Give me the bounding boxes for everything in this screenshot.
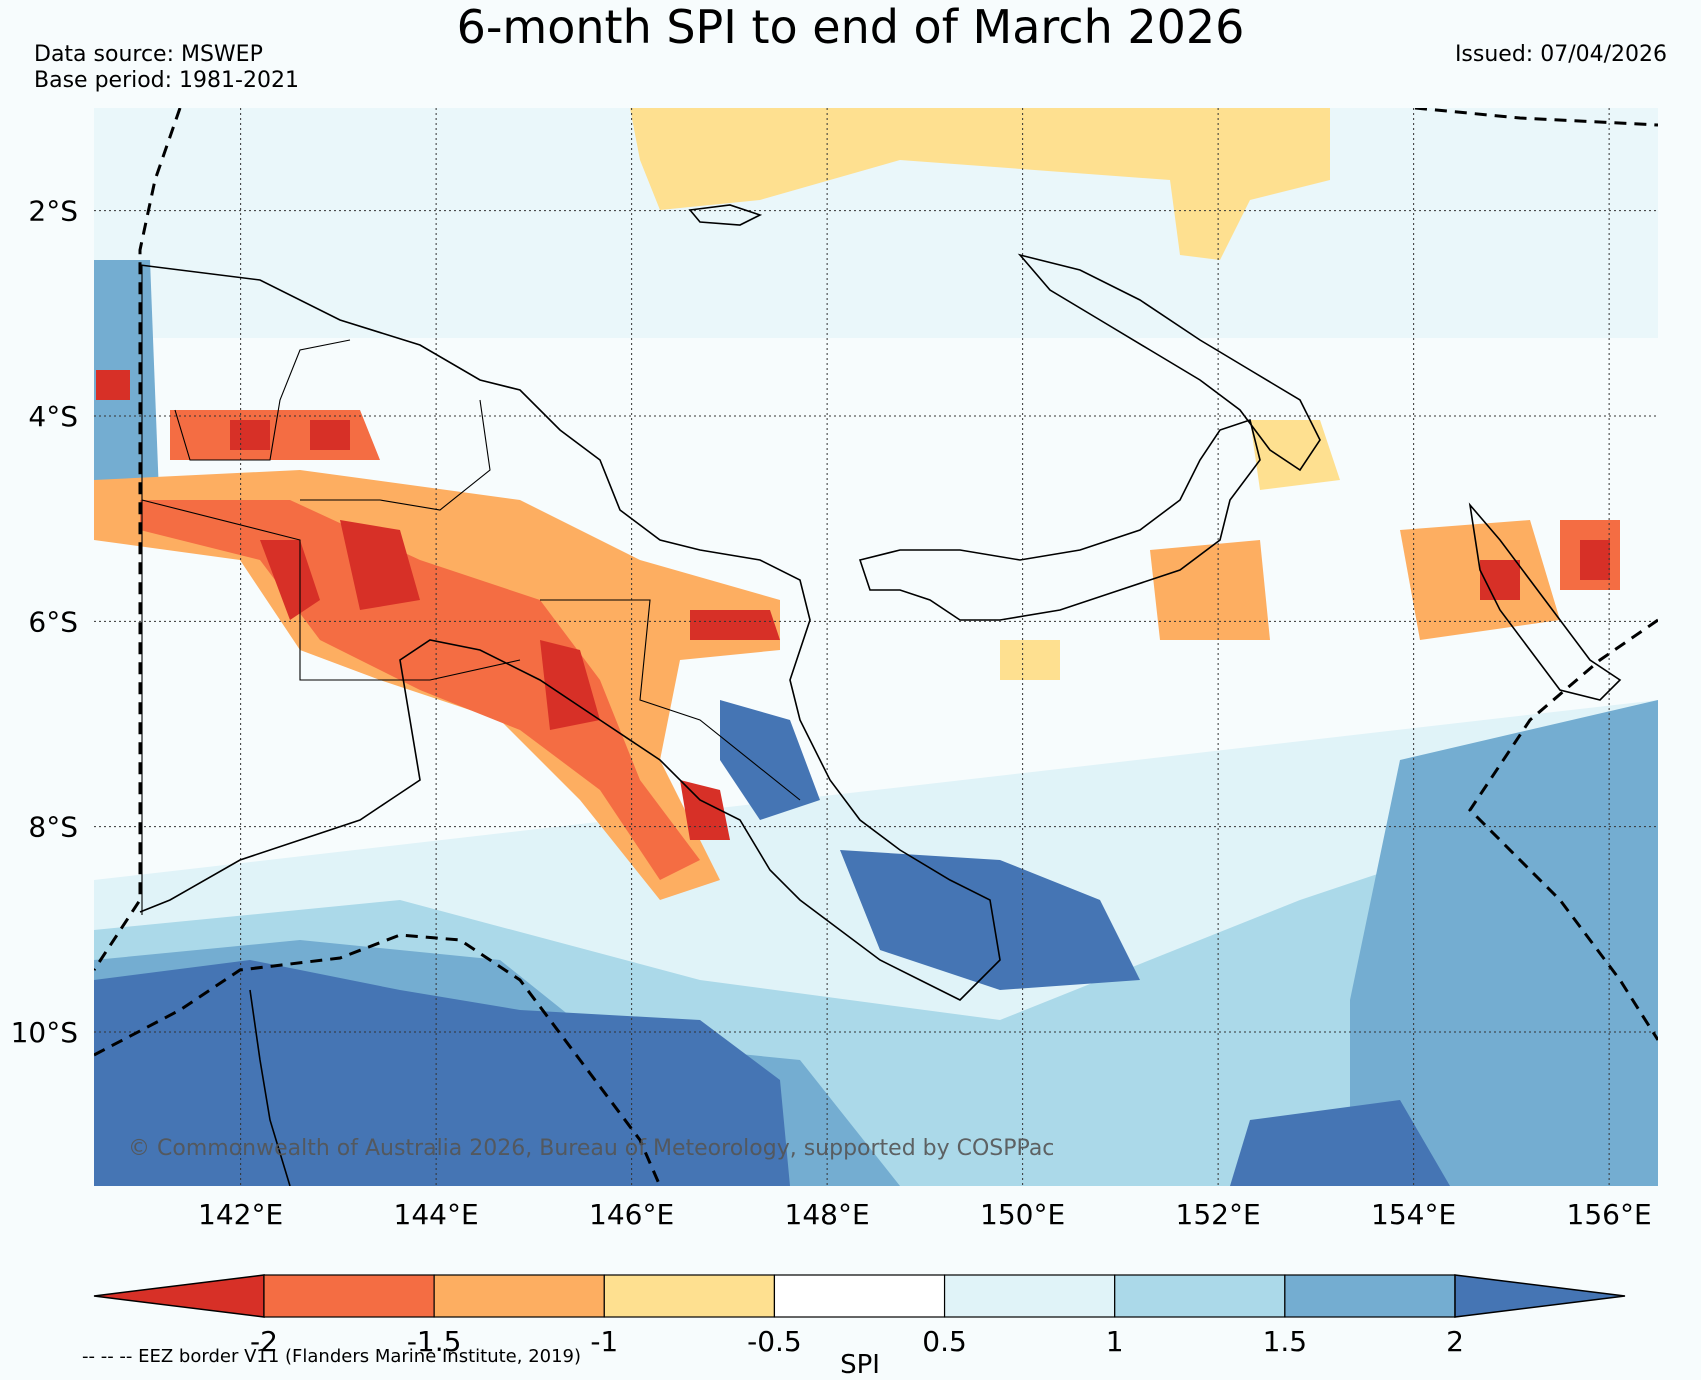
lon-tick-label: 150°E [980,1198,1065,1231]
lon-tick-labels: 142°E 144°E 146°E 148°E 150°E 152°E 154°E 156°E [198,1198,1652,1231]
spi-zone-extreme-dry-strip [96,370,350,450]
lon-tick-label: 152°E [1176,1198,1261,1231]
colorbar-tick-label: 1 [1106,1325,1124,1358]
eez-layer [94,108,1658,1186]
lon-tick-label: 154°E [1371,1198,1456,1231]
new-ireland-coastline [1017,253,1321,472]
lat-tick-label: 2°S [28,195,78,228]
lon-tick-label: 146°E [589,1198,674,1231]
coastline-layer [139,204,1622,1186]
spi-zone-very-dry-west [140,500,700,880]
province-border-2 [174,339,351,461]
spi-zone-extreme-dry-west [260,520,780,840]
spi-zone-dry-east-4 [1250,420,1340,490]
lat-tick-label: 10°S [11,1016,78,1049]
colorbar-bin [773,1274,946,1318]
spi-zone-very-dry-east [1480,540,1610,600]
colorbar-max-extend [1454,1274,1626,1318]
cape-york-coastline [249,989,291,1186]
colorbar-bin [943,1274,1116,1318]
png-mainland-coastline [139,264,1001,1001]
colorbar-tick-label: -1.5 [407,1325,462,1358]
lon-tick-label: 142°E [198,1198,283,1231]
base-period-text: Base period: 1981-2021 [34,68,299,93]
colorbar-tick-label: 2 [1446,1325,1464,1358]
colorbar-tick-label: -0.5 [747,1325,802,1358]
colorbar: -2 -1.5 -1 -0.5 0.5 1 1.5 2 [93,1274,1626,1358]
colorbar-bin [1114,1274,1286,1318]
lat-tick-label: 4°S [28,400,78,433]
copyright-credit: © Commonwealth of Australia 2026, Bureau… [128,1136,1055,1161]
spi-zone-dry-east-5 [1000,640,1060,680]
spi-fill-layer [94,108,1658,1186]
colorbar-bin [433,1274,605,1318]
lon-tick-label: 144°E [394,1198,479,1231]
new-britain-coastline [858,418,1261,621]
eez-legend-note: -- -- -- EEZ border V11 (Flanders Marine… [82,1346,582,1367]
colorbar-tick-label: 0.5 [922,1325,967,1358]
lon-tick-label: 156°E [1567,1198,1652,1231]
spi-zone-dark-blue-south [94,960,790,1186]
eez-border-ne [1414,108,1658,127]
province-border-1 [141,499,521,681]
map-title: 6-month SPI to end of March 2026 [456,0,1245,54]
boundary-layer [141,265,801,915]
manus-coastline [688,204,763,226]
data-source-text: Data source: MSWEP [34,42,263,67]
data-source-block: Data source: MSWEP Base period: 1981-202… [34,42,299,94]
spi-zone-mid-blue-se [1350,700,1658,1186]
lat-tick-labels: 2°S 4°S 6°S 8°S 10°S [11,195,78,1049]
colorbar-bin [263,1274,435,1318]
lat-tick-label: 6°S [28,605,78,638]
eez-border-east [1468,618,1658,1041]
spi-zone-dry-east-1 [1150,540,1270,640]
province-border-3 [300,399,491,511]
colorbar-tick-label: -1 [590,1325,618,1358]
colorbar-tick-label: -2 [250,1325,278,1358]
eez-border-west [94,108,182,971]
lat-tick-label: 8°S [28,811,78,844]
bougainville-coastline [1468,502,1622,701]
colorbar-tick-label: 1.5 [1263,1325,1308,1358]
gridlines [94,108,1658,1186]
eez-border-south [94,933,662,1186]
colorbar-label: SPI [840,1350,880,1380]
issued-date: Issued: 07/04/2026 [1454,42,1667,67]
colorbar-min-extend [93,1274,265,1318]
lon-tick-label: 148°E [785,1198,870,1231]
spi-zone-blue-highlands [720,700,820,820]
province-border-4 [540,599,801,801]
spi-zone-dry-north [630,108,1330,260]
spi-zone-dark-blue-se [1230,1100,1450,1186]
colorbar-bin [1284,1274,1456,1318]
spi-zone-blue-gulf [840,850,1140,990]
colorbar-bin [603,1274,776,1318]
